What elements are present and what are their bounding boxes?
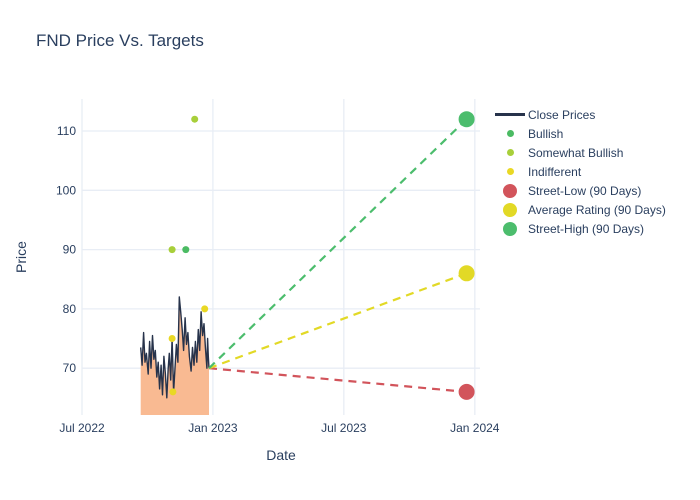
- chart-title: FND Price Vs. Targets: [36, 31, 204, 50]
- rating-dot-indifferent: [168, 335, 176, 342]
- y-tick-label: 110: [57, 124, 76, 138]
- legend-item-close-prices[interactable]: Close Prices: [492, 105, 666, 124]
- target-marker-average-rating-90-days: [458, 265, 475, 282]
- projection-line-street-high-90-days: [208, 118, 468, 369]
- average-rating-dot-icon: [492, 202, 528, 217]
- legend-item-indifferent[interactable]: Indifferent: [492, 162, 666, 181]
- legend-item-street-low[interactable]: Street-Low (90 Days): [492, 181, 666, 200]
- y-tick-label: 70: [63, 361, 77, 375]
- target-marker-street-low-90-days: [458, 383, 475, 400]
- legend: Close Prices Bullish Somewhat Bullish In…: [492, 105, 666, 238]
- legend-item-average-rating[interactable]: Average Rating (90 Days): [492, 200, 666, 219]
- rating-dot-indifferent: [169, 388, 177, 396]
- street-high-dot-icon: [492, 221, 528, 236]
- rating-dot-somewhat-bullish: [191, 115, 199, 123]
- y-axis-title: Price: [13, 241, 29, 273]
- y-tick-label: 80: [63, 302, 77, 316]
- somewhat-bullish-dot-icon: [492, 149, 528, 156]
- x-tick-label: Jul 2022: [59, 421, 105, 435]
- rating-dot-somewhat-bullish: [168, 246, 176, 254]
- x-tick-label: Jan 2023: [188, 421, 238, 435]
- close-price-area: [140, 297, 209, 415]
- legend-item-bullish[interactable]: Bullish: [492, 124, 666, 143]
- bullish-dot-icon: [492, 130, 528, 137]
- legend-item-somewhat-bullish[interactable]: Somewhat Bullish: [492, 143, 666, 162]
- rating-dot-indifferent: [201, 305, 209, 313]
- y-tick-label: 90: [63, 243, 77, 257]
- rating-dot-bullish: [182, 246, 190, 254]
- projection-line-street-low-90-days: [208, 367, 467, 393]
- close-price-line: [140, 296, 210, 399]
- projection-line-average-rating-90-days: [208, 272, 467, 370]
- x-tick-label: Jul 2023: [321, 421, 367, 435]
- street-low-dot-icon: [492, 183, 528, 198]
- close-prices-line-icon: [492, 113, 528, 116]
- x-tick-label: Jan 2024: [450, 421, 500, 435]
- indifferent-dot-icon: [492, 168, 528, 175]
- y-tick-label: 100: [56, 183, 76, 197]
- x-axis-title: Date: [266, 447, 296, 463]
- legend-item-street-high[interactable]: Street-High (90 Days): [492, 219, 666, 238]
- target-marker-street-high-90-days: [458, 111, 475, 128]
